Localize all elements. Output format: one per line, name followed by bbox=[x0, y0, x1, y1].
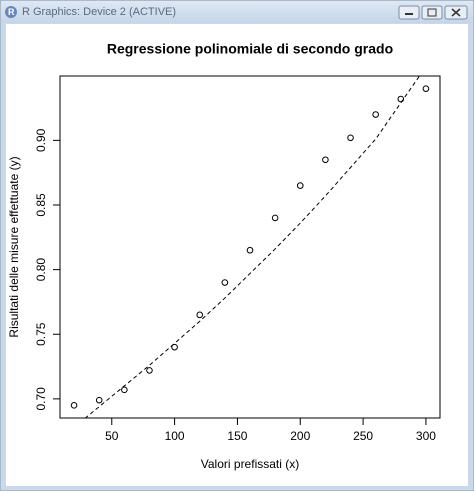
maximize-icon bbox=[427, 8, 437, 17]
y-axis-label: Risultati delle misure effettuate (y) bbox=[7, 156, 21, 337]
point bbox=[372, 111, 379, 118]
point bbox=[246, 246, 254, 254]
plot-layer bbox=[70, 76, 430, 418]
point bbox=[171, 343, 178, 351]
point bbox=[296, 182, 304, 189]
icon-letter: R bbox=[8, 7, 15, 17]
point bbox=[196, 311, 204, 319]
minimize-button[interactable] bbox=[398, 5, 420, 20]
point bbox=[121, 386, 128, 394]
x-axis-label: Valori prefissati (x) bbox=[201, 457, 299, 471]
maximize-button[interactable] bbox=[421, 5, 443, 20]
app-icon bbox=[5, 6, 17, 18]
y-tick-label: 0.70 bbox=[34, 387, 48, 411]
x-tick-label: 200 bbox=[290, 429, 310, 443]
point bbox=[146, 367, 153, 374]
point bbox=[397, 95, 405, 103]
canvas bbox=[6, 24, 468, 486]
point bbox=[322, 156, 329, 164]
point bbox=[221, 279, 229, 286]
point bbox=[95, 396, 103, 404]
point bbox=[422, 85, 430, 92]
title-bar bbox=[1, 1, 473, 23]
chart-title: Regressione polinomiale di secondo grado bbox=[107, 41, 393, 57]
x-tick-label: 250 bbox=[353, 429, 373, 443]
y-tick-label: 0.90 bbox=[34, 128, 48, 152]
x-tick-label: 150 bbox=[227, 429, 247, 443]
close-icon bbox=[451, 8, 461, 17]
y-tick-label: 0.75 bbox=[34, 322, 48, 346]
point bbox=[347, 134, 354, 142]
point bbox=[271, 214, 279, 222]
x-tick-label: 50 bbox=[105, 429, 119, 443]
y-tick-label: 0.80 bbox=[34, 258, 48, 282]
x-tick-label: 100 bbox=[165, 429, 185, 443]
y-tick-label: 0.85 bbox=[34, 193, 48, 217]
x-tick-label: 300 bbox=[416, 429, 436, 443]
window-title: R Graphics: Device 2 (ACTIVE) bbox=[22, 6, 176, 18]
point bbox=[70, 402, 78, 409]
minimize-icon bbox=[405, 13, 413, 15]
fit-line bbox=[84, 76, 421, 418]
